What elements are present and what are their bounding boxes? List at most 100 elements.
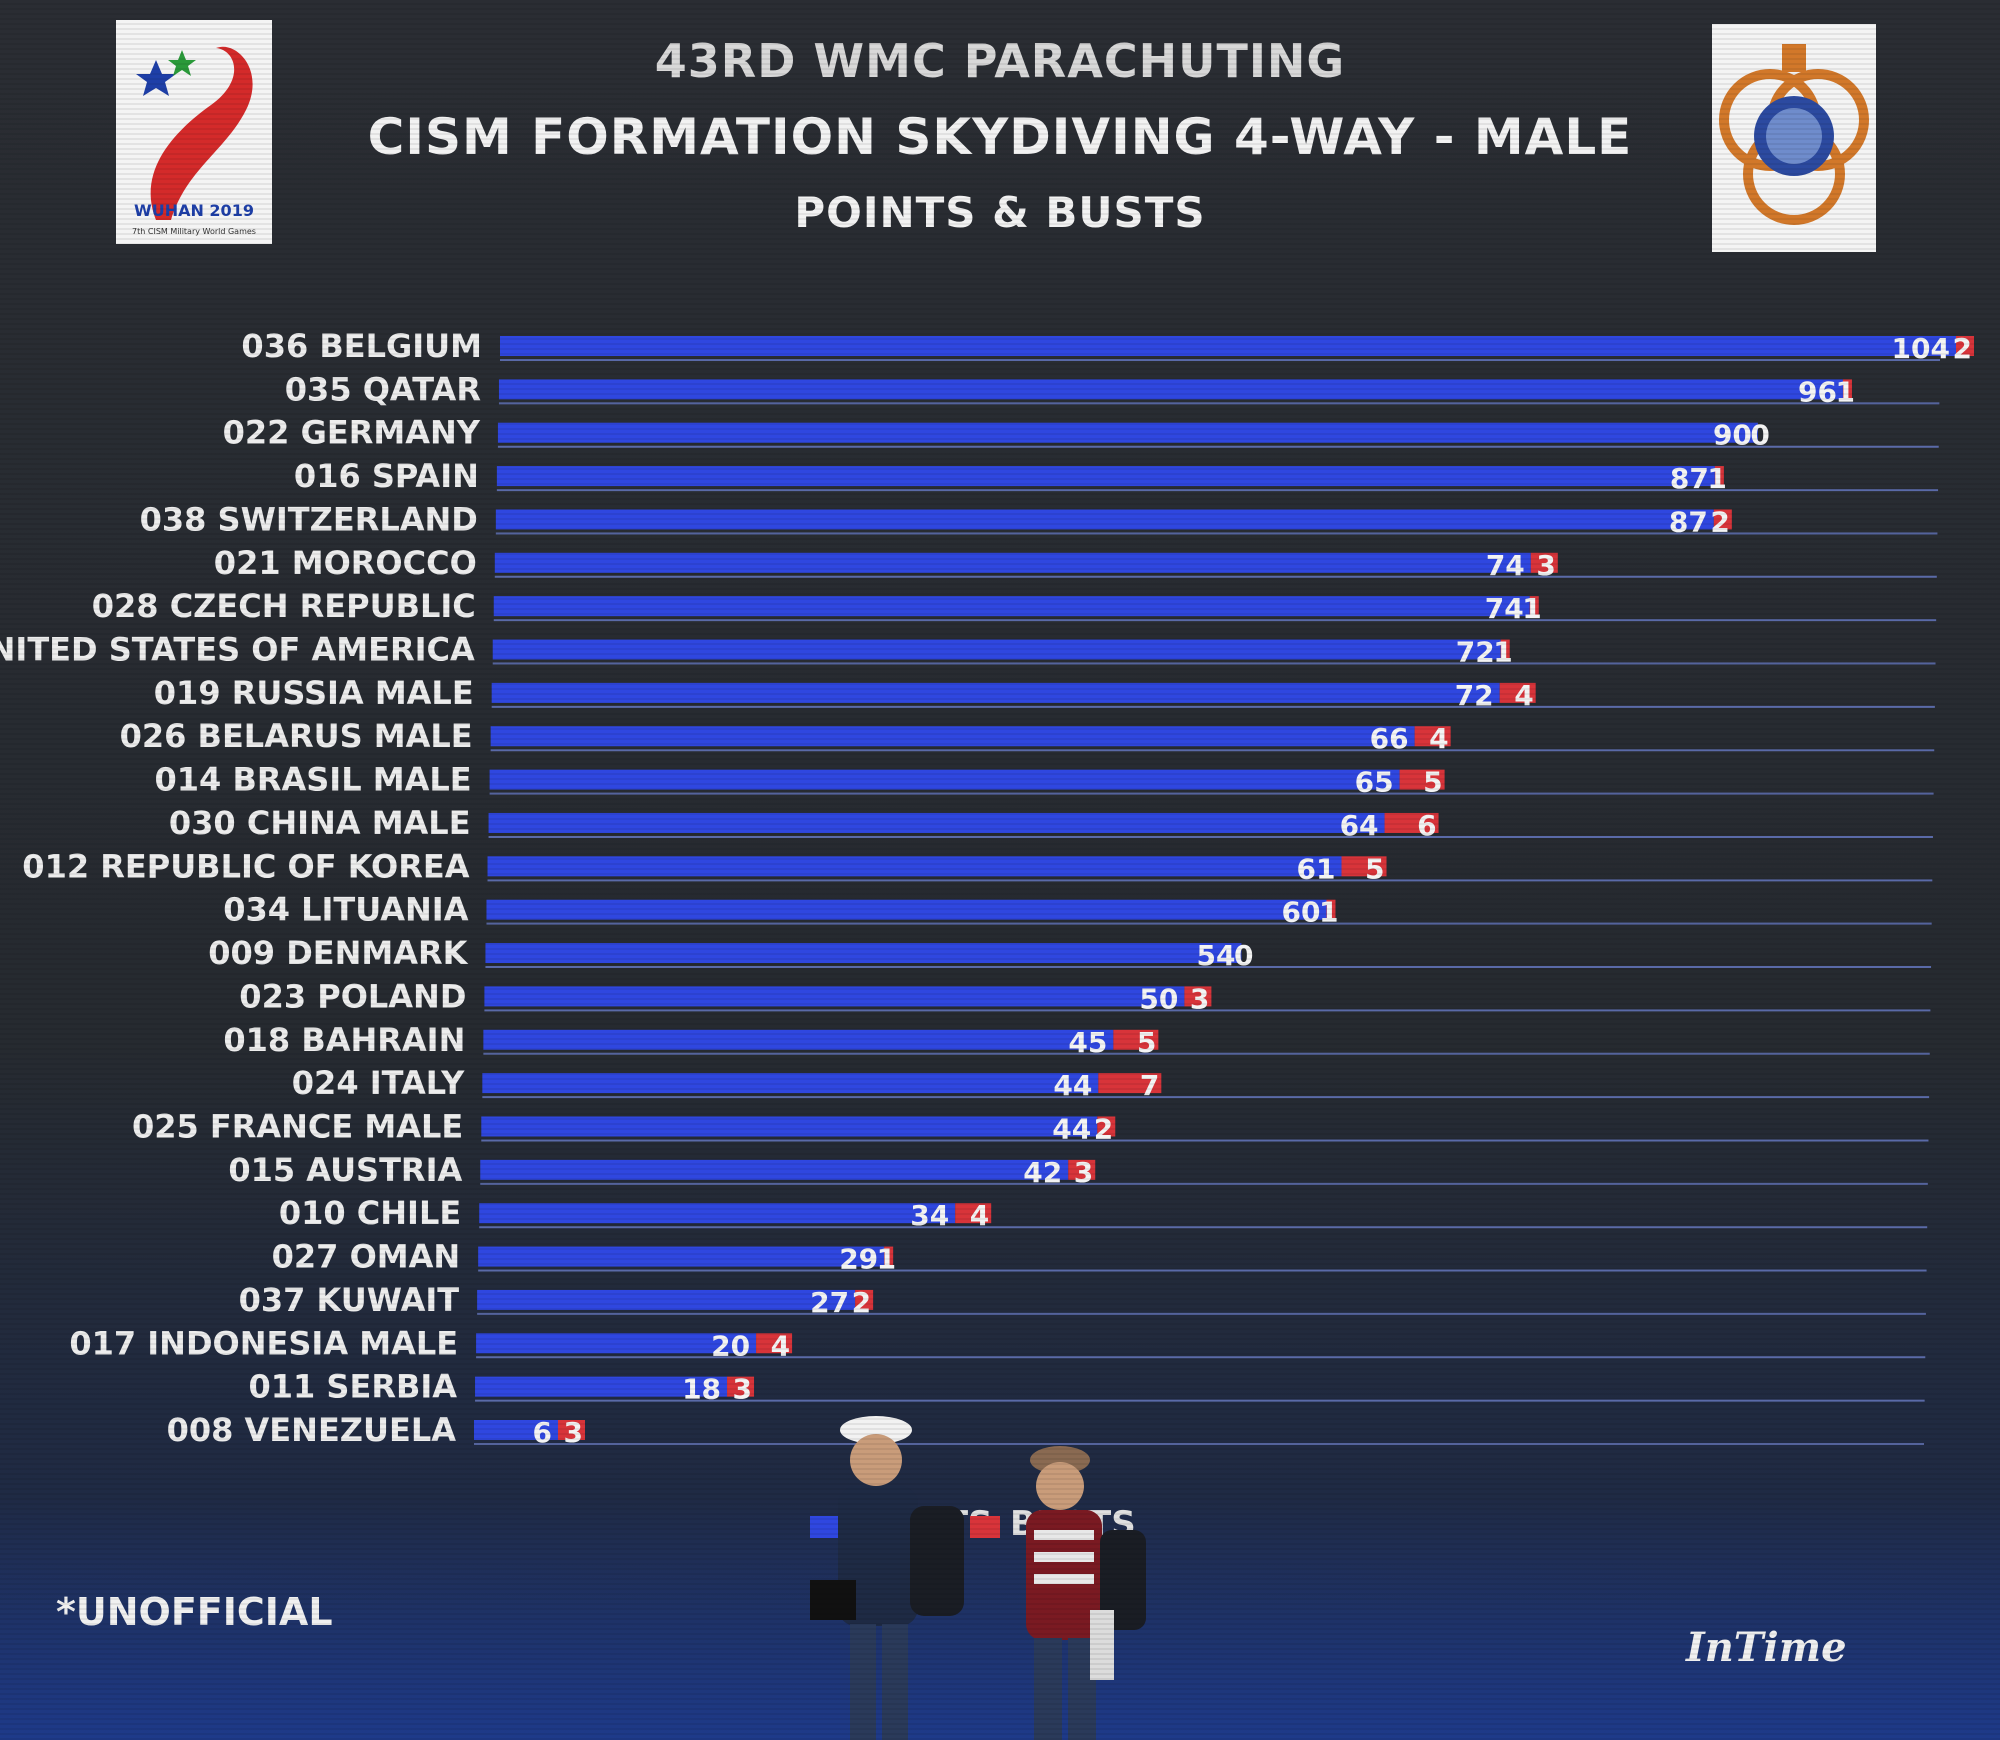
unofficial-note: *UNOFFICIAL (56, 1590, 333, 1634)
busts-bar (1956, 336, 1974, 356)
busts-bar (1714, 466, 1724, 487)
team-label: 008 VENEZUELA (167, 1411, 457, 1449)
legend-swatch-points (810, 1516, 840, 1538)
points-value-label: 74 (1485, 592, 1524, 625)
busts-value-label: 2 (1094, 1112, 1113, 1145)
points-bar (484, 986, 1185, 1007)
team-label: 037 KUWAIT (239, 1281, 460, 1319)
busts-bar (955, 1203, 992, 1224)
points-bar (486, 899, 1327, 920)
busts-bar (1098, 1073, 1162, 1094)
points-value-label: 50 (1139, 982, 1178, 1015)
points-bar (500, 336, 1956, 356)
points-value-label: 61 (1297, 852, 1336, 885)
points-bar (490, 726, 1415, 747)
busts-value-label: 1 (1319, 896, 1338, 929)
points-bar (497, 422, 1758, 443)
points-value-label: 65 (1355, 766, 1394, 799)
busts-bar (1341, 856, 1387, 877)
busts-value-label: 1 (1835, 375, 1854, 408)
team-label: 021 MOROCCO (214, 544, 477, 582)
busts-value-label: 2 (1710, 505, 1729, 538)
busts-bar (558, 1420, 585, 1440)
logo-left-subtext: 7th CISM Military World Games (132, 227, 256, 236)
team-label: 024 ITALY (292, 1064, 465, 1102)
team-label: 010 CHILE (279, 1194, 461, 1232)
busts-value-label: 1 (1522, 592, 1541, 625)
photographer-silhouette-right (1026, 1446, 1146, 1740)
team-label: 016 SPAIN (294, 457, 479, 495)
team-label: 025 FRANCE MALE (132, 1107, 463, 1145)
busts-bar (1529, 596, 1539, 617)
busts-bar (884, 1246, 894, 1267)
busts-bar (1713, 509, 1732, 530)
busts-bar (855, 1289, 874, 1310)
points-value-label: 104 (1892, 332, 1950, 365)
team-label: 028 CZECH REPUBLIC (92, 587, 476, 625)
points-value-label: 44 (1053, 1069, 1092, 1102)
team-label: 038 SWITZERLAND (140, 500, 478, 538)
points-bar (474, 1420, 558, 1440)
busts-value-label: 3 (1074, 1156, 1093, 1189)
busts-value-label: 0 (1234, 939, 1253, 972)
event-title: 43RD WMC PARACHUTING (654, 34, 1346, 88)
busts-value-label: 4 (771, 1329, 790, 1362)
busts-value-label: 5 (1365, 852, 1384, 885)
points-value-label: 66 (1370, 722, 1409, 755)
points-value-label: 64 (1340, 809, 1379, 842)
points-value-label: 18 (682, 1373, 721, 1406)
busts-value-label: 3 (733, 1373, 752, 1406)
busts-value-label: 2 (1953, 332, 1972, 365)
logo-left-text: WUHAN 2019 (134, 201, 254, 220)
points-value-label: 72 (1455, 679, 1494, 712)
points-value-label: 72 (1456, 636, 1495, 669)
points-bar (482, 1073, 1099, 1094)
team-label: 022 GERMANY (223, 414, 481, 452)
busts-value-label: 4 (970, 1199, 989, 1232)
points-bar (476, 1333, 757, 1354)
team-label: 012 REPUBLIC OF KOREA (22, 847, 469, 885)
points-value-label: 96 (1798, 375, 1837, 408)
busts-bar (756, 1333, 793, 1354)
busts-value-label: 1 (877, 1243, 896, 1276)
points-value-label: 20 (711, 1329, 750, 1362)
wuhan-logo-graphic: WUHAN 2019 7th CISM Military World Games (132, 46, 256, 236)
busts-bar (1113, 1029, 1159, 1050)
points-value-label: 29 (839, 1243, 878, 1276)
team-label: 034 LITUANIA (223, 891, 469, 929)
busts-value-label: 1 (1707, 462, 1726, 495)
wuhan-games-logo: WUHAN 2019 7th CISM Military World Games (116, 20, 272, 244)
team-label: 026 BELARUS MALE (120, 717, 473, 755)
points-bar (480, 1159, 1069, 1180)
points-value-label: 27 (810, 1286, 849, 1319)
team-label: 035 QATAR (285, 370, 481, 408)
legend-swatch-busts (970, 1516, 1000, 1538)
busts-bar (1499, 682, 1536, 703)
busts-value-label: 4 (1429, 722, 1448, 755)
points-bar (496, 466, 1715, 487)
busts-value-label: 3 (1190, 982, 1209, 1015)
team-label: 009 DENMARK (208, 934, 468, 972)
intime-brand-logo: InTime (1686, 1624, 1847, 1671)
busts-value-label: 7 (1140, 1069, 1159, 1102)
team-label: 018 BAHRAIN (223, 1021, 465, 1059)
points-value-label: 44 (1052, 1112, 1091, 1145)
team-label: 011 SERBIA (248, 1368, 457, 1406)
points-bar (495, 509, 1714, 530)
competition-title: CISM FORMATION SKYDIVING 4-WAY - MALE (367, 108, 1633, 166)
busts-value-label: 5 (1423, 766, 1442, 799)
busts-bar (1399, 769, 1445, 790)
cism-emblem-graphic (1719, 44, 1869, 225)
busts-value-label: 3 (564, 1416, 583, 1449)
team-label: 023 POLAND (239, 977, 466, 1015)
busts-bar (1500, 639, 1510, 660)
points-bar (487, 856, 1342, 877)
points-value-label: 45 (1068, 1026, 1107, 1059)
busts-bar (1326, 899, 1336, 920)
team-label: 014 BRASIL MALE (155, 761, 472, 799)
team-label: 027 OMAN (272, 1238, 461, 1276)
busts-value-label: 1 (1493, 636, 1512, 669)
points-bar (481, 1116, 1098, 1137)
points-value-label: 6 (533, 1416, 552, 1449)
